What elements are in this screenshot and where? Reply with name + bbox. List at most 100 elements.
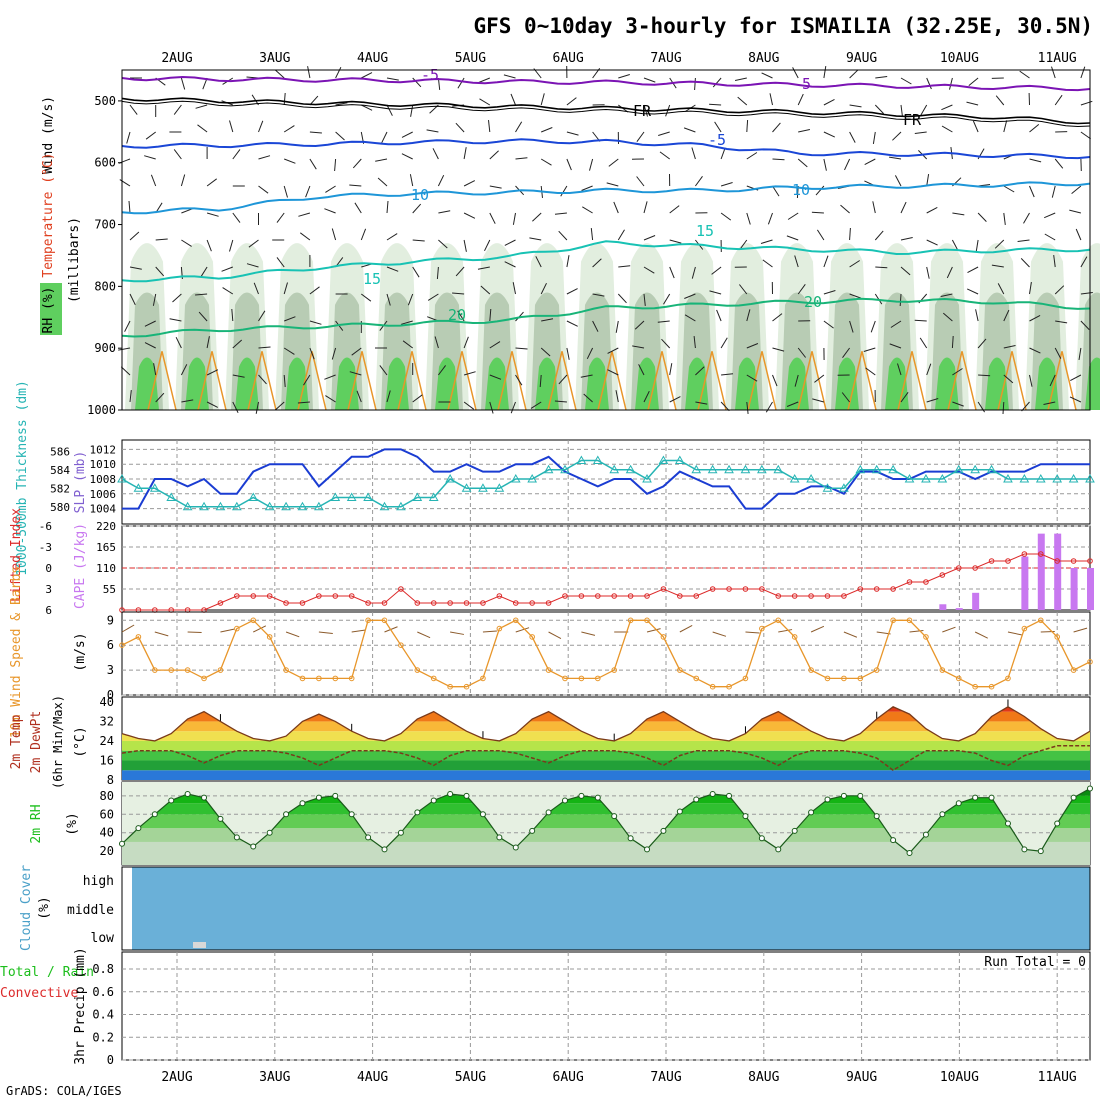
thickness-point xyxy=(806,473,816,483)
thickness-point xyxy=(182,501,193,511)
rh-shade xyxy=(335,357,359,410)
date-label-top: 7AUG xyxy=(650,51,681,66)
ylabel-cloud-b: (%) xyxy=(37,896,52,919)
wind-barb xyxy=(1020,258,1030,268)
wind-barb xyxy=(566,320,578,327)
wind-barb xyxy=(335,131,345,141)
rh-tick: 20 xyxy=(100,844,114,858)
date-label-bottom: 7AUG xyxy=(650,1070,681,1085)
wind-barb xyxy=(711,266,722,275)
rh-point xyxy=(365,834,372,841)
wind-speed-point xyxy=(168,667,175,673)
wind-barb xyxy=(926,398,939,403)
wind-barb xyxy=(457,77,465,89)
wind-barb xyxy=(195,104,208,109)
lifted-index-point xyxy=(660,586,667,592)
rh-shade xyxy=(385,357,409,410)
rh-tick: 80 xyxy=(100,789,114,803)
wind-barb xyxy=(437,365,447,376)
wind-barb xyxy=(772,122,781,133)
date-label-bottom: 2AUG xyxy=(161,1070,192,1085)
wind-barb xyxy=(769,93,773,106)
wind-speed-point xyxy=(299,675,306,682)
wind-barb xyxy=(386,293,391,306)
wind-barb xyxy=(331,228,337,241)
wind-barb xyxy=(997,283,1005,295)
thickness-point xyxy=(724,464,734,474)
thickness-point xyxy=(888,464,898,474)
thickness-point xyxy=(1068,473,1079,483)
wind-barb xyxy=(897,363,902,376)
wind-barb xyxy=(318,631,333,634)
wind-barb xyxy=(940,293,953,297)
wind-barb xyxy=(305,185,311,198)
lifted-index-point xyxy=(496,593,503,599)
thickness-point xyxy=(1085,473,1095,483)
wind-frame xyxy=(121,611,1091,696)
thickness-point xyxy=(953,464,964,474)
rh-tick: 40 xyxy=(100,826,114,840)
precip-tick: 0.2 xyxy=(92,1030,114,1044)
lifted-index-point xyxy=(463,600,470,606)
wind-barb xyxy=(632,345,645,349)
wind-tick: 9 xyxy=(107,613,114,627)
li-tick: -6 xyxy=(39,520,52,533)
wind-speed-point xyxy=(808,667,814,673)
ylabel-cape: CAPE (J/kg) xyxy=(73,523,88,609)
temp-tick: 16 xyxy=(100,753,114,767)
wind-barb xyxy=(592,258,602,268)
ylabel-wind10-b: (m/s) xyxy=(73,632,88,671)
wind-barb xyxy=(386,266,399,272)
wind-barb xyxy=(694,176,703,187)
wind-barb xyxy=(875,266,888,269)
rh-shade xyxy=(285,357,309,410)
contour-label: 10 xyxy=(411,186,429,204)
wind-barb xyxy=(684,293,696,299)
lifted-index-point xyxy=(693,593,700,599)
lifted-index-point xyxy=(677,593,683,599)
rh-shade xyxy=(135,357,159,410)
wind-barb xyxy=(566,255,570,268)
wind-speed-point xyxy=(365,617,371,624)
cape-bar xyxy=(939,604,947,610)
wind-barb xyxy=(1019,70,1030,79)
thickness-point xyxy=(314,501,324,511)
thickness-point xyxy=(560,464,570,474)
temp-contour-25 xyxy=(247,351,277,411)
wind-speed-point xyxy=(463,683,470,690)
wind-speed-point xyxy=(135,634,142,640)
wind-barb xyxy=(870,320,876,333)
wind-barb xyxy=(479,98,491,106)
wind-speed-point xyxy=(972,683,978,690)
chart-title: GFS 0~10day 3-hourly for ISMAILIA (32.25… xyxy=(473,14,1093,38)
wind-barb xyxy=(720,401,730,412)
temp-tick: 24 xyxy=(100,734,114,748)
wind-barb xyxy=(284,158,296,164)
wind-barb xyxy=(195,293,208,296)
temp-contour-25 xyxy=(847,351,877,411)
wind-barb xyxy=(797,93,804,106)
rh-point xyxy=(758,835,765,842)
rh-legend-box xyxy=(40,283,62,335)
wind-barb xyxy=(797,158,808,168)
wind-barb xyxy=(482,630,497,633)
wind-barb xyxy=(900,237,913,241)
bottom-date-axis: 2AUG 3AUG 4AUG 5AUG 6AUG 7AUG 8AUG 9AUG 10AUG 11A… xyxy=(161,1070,1077,1085)
wind-barb xyxy=(920,104,928,116)
wind-speed-point xyxy=(906,617,913,624)
temp-contour-25 xyxy=(397,351,427,411)
wind-barb xyxy=(849,320,854,333)
wind-barb xyxy=(643,293,646,306)
wind-barb xyxy=(1003,309,1010,322)
wind-barb xyxy=(1003,120,1008,133)
wind-barb xyxy=(351,347,362,356)
wind-barb xyxy=(477,266,490,270)
lifted-index-point xyxy=(529,600,535,606)
lifted-index-point xyxy=(644,593,650,599)
wind-barb xyxy=(581,185,593,191)
wind-barb xyxy=(258,155,271,160)
wind-barb xyxy=(463,180,476,187)
temp-contour-10 xyxy=(121,181,1091,215)
left-tick: 584 xyxy=(50,464,70,477)
wind-barb xyxy=(285,631,300,638)
